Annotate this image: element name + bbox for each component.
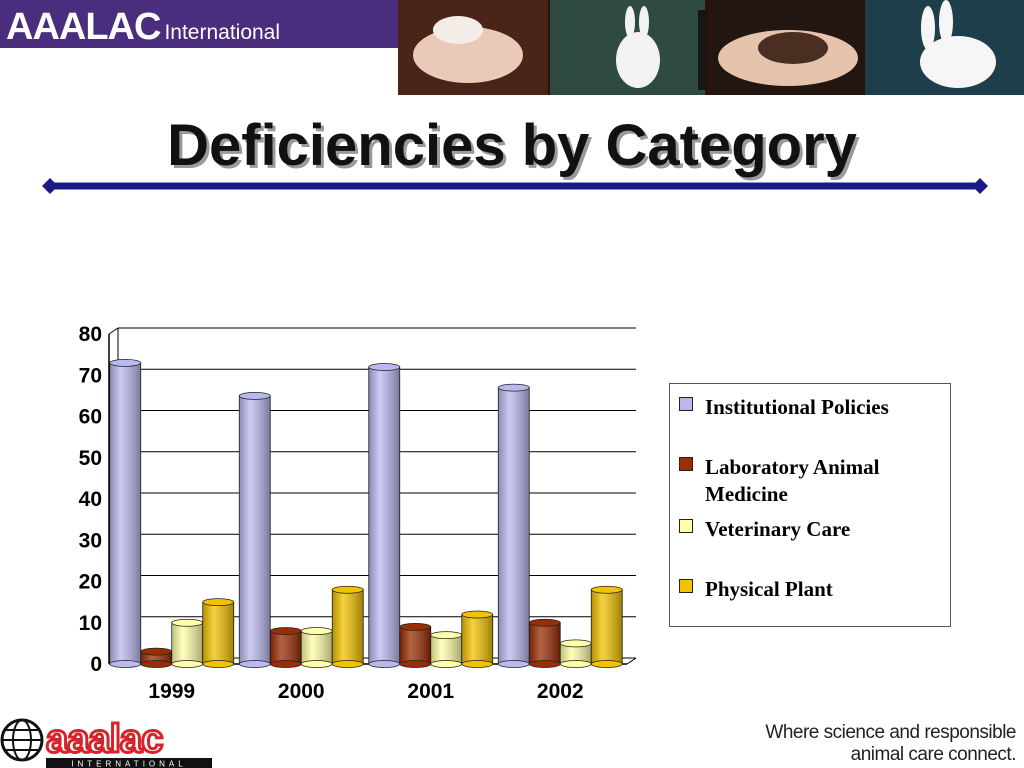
- tagline-line-1: Where science and responsible: [765, 722, 1016, 743]
- y-tick-label: 70: [79, 364, 102, 387]
- y-tick-label: 80: [79, 323, 102, 346]
- bar-institutional-policies-1999: [109, 358, 142, 668]
- slide-title: Deficiencies by Category: [167, 113, 857, 178]
- gridline-depth: [108, 327, 119, 335]
- legend-swatch: [679, 579, 693, 593]
- chart-legend: Institutional Policies Laboratory Animal …: [669, 383, 951, 627]
- bar-institutional-policies-2002: [497, 383, 530, 668]
- x-tick-label: 2001: [407, 680, 454, 703]
- deficiencies-chart: 0 10 20 30 40 50 60 70 80 1999 2000 2001 2002: [79, 323, 637, 703]
- bar-veterinary-care-2002: [559, 639, 592, 668]
- bar-laboratory-animal-medicine-2002: [528, 618, 561, 668]
- rule-left-diamond: [42, 178, 58, 194]
- bar-physical-plant-2002: [590, 585, 623, 668]
- legend-swatch: [679, 457, 693, 471]
- header-logo-sub: International: [164, 21, 281, 44]
- header-photo-strip: [398, 0, 1024, 95]
- footer-logo: aaalac INTERNATIONAL: [0, 716, 212, 768]
- bar-laboratory-animal-medicine-2000: [269, 627, 302, 668]
- y-tick-label: 40: [79, 488, 102, 511]
- legend-swatch: [679, 519, 693, 533]
- bar-institutional-policies-2000: [238, 391, 271, 668]
- bar-veterinary-care-2000: [300, 627, 333, 668]
- y-tick-label: 30: [79, 529, 102, 552]
- chart-bars: [109, 358, 623, 668]
- header-logo-text: AAALAC International: [6, 6, 280, 49]
- header-photos: [398, 0, 1024, 95]
- y-tick-label: 60: [79, 406, 102, 429]
- header-band: AAALAC International: [0, 0, 1024, 95]
- x-tick-label: 2002: [537, 680, 584, 703]
- floor-edge: [626, 657, 637, 665]
- rule-right-diamond: [972, 178, 988, 194]
- bar-veterinary-care-2001: [430, 631, 463, 668]
- bar-laboratory-animal-medicine-2001: [399, 622, 432, 668]
- legend-label: Institutional Policies: [705, 395, 889, 419]
- legend-label: Physical Plant: [705, 577, 833, 601]
- chart-labels: 0 10 20 30 40 50 60 70 80 1999 2000 2001 2002: [79, 323, 584, 703]
- y-tick-label: 20: [79, 571, 102, 594]
- title-rule: [42, 178, 988, 194]
- y-tick-label: 10: [79, 612, 102, 635]
- footer-logo-sub: INTERNATIONAL: [71, 760, 186, 768]
- footer-logo-wordmark: aaalac: [46, 717, 163, 761]
- header-logo: AAALAC International: [0, 0, 398, 48]
- y-tick-label: 50: [79, 447, 102, 470]
- legend-label: Laboratory Animal Medicine: [705, 455, 880, 506]
- bar-physical-plant-1999: [202, 598, 235, 668]
- legend-swatch: [679, 397, 693, 411]
- bar-veterinary-care-1999: [171, 618, 204, 668]
- globe-icon: [0, 718, 44, 762]
- header-logo-main: AAALAC: [6, 6, 161, 48]
- bar-laboratory-animal-medicine-1999: [140, 647, 173, 668]
- y-tick-label: 0: [90, 653, 102, 676]
- tagline-line-2: animal care connect.: [850, 744, 1017, 765]
- x-tick-label: 2000: [278, 680, 325, 703]
- x-tick-label: 1999: [148, 680, 195, 703]
- bar-physical-plant-2001: [461, 610, 494, 668]
- bar-physical-plant-2000: [331, 585, 364, 668]
- footer-tagline: Where science and responsible animal car…: [765, 722, 1016, 766]
- legend-label: Veterinary Care: [705, 517, 851, 541]
- bar-institutional-policies-2001: [368, 363, 401, 668]
